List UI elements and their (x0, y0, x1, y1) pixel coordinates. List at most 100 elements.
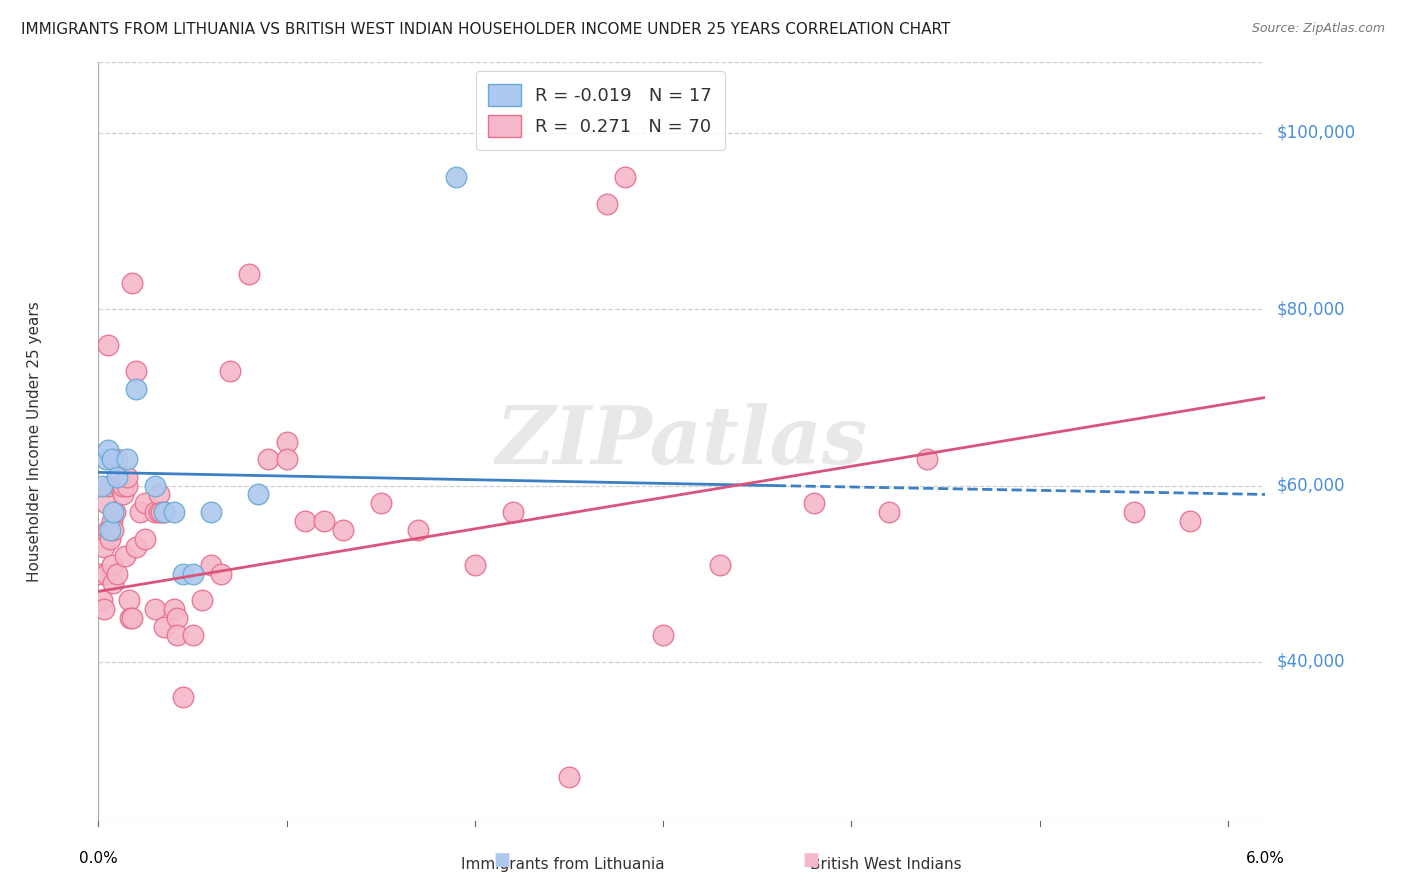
Point (98, 523, 121, 537)
Point (93, 602, 115, 616)
Point (94, 496, 117, 510)
Point (115, 452, 138, 467)
Point (93, 541, 115, 555)
Point (100, 514, 122, 528)
Point (108, 478, 131, 492)
Point (219, 364, 242, 378)
Point (94, 566, 117, 581)
Point (558, 770, 581, 784)
Point (105, 470, 128, 484)
Point (103, 575, 125, 590)
Point (166, 628, 188, 642)
Legend: R = -0.019   N = 17, R =  0.271   N = 70: R = -0.019 N = 17, R = 0.271 N = 70 (475, 71, 724, 150)
Point (408, 523, 430, 537)
Point (614, 169, 637, 184)
Point (98, 532, 121, 546)
Point (143, 505, 166, 519)
Text: $40,000: $40,000 (1277, 653, 1346, 671)
Point (256, 452, 278, 467)
Point (915, 452, 938, 467)
Point (100, 558, 122, 572)
Point (163, 602, 186, 616)
Point (91, 478, 114, 492)
Point (128, 505, 150, 519)
Text: $100,000: $100,000 (1277, 124, 1355, 142)
Text: ■: ■ (803, 851, 820, 869)
Point (105, 452, 128, 467)
Point (370, 496, 392, 510)
Point (163, 505, 186, 519)
Point (97, 523, 120, 537)
Point (172, 690, 194, 705)
Point (166, 611, 188, 625)
Point (111, 487, 134, 501)
Text: IMMIGRANTS FROM LITHUANIA VS BRITISH WEST INDIAN HOUSEHOLDER INCOME UNDER 25 YEA: IMMIGRANTS FROM LITHUANIA VS BRITISH WES… (21, 22, 950, 37)
Point (121, 611, 143, 625)
Point (200, 558, 222, 572)
Point (94, 452, 117, 467)
Point (97, 443, 120, 458)
Point (100, 452, 122, 467)
Text: 6.0%: 6.0% (1246, 851, 1285, 866)
Point (103, 505, 125, 519)
Point (125, 382, 148, 396)
Point (121, 276, 143, 290)
Point (153, 620, 176, 634)
Point (294, 514, 316, 528)
Point (97, 478, 120, 492)
Point (103, 523, 125, 537)
Text: Householder Income Under 25 years: Householder Income Under 25 years (27, 301, 42, 582)
Point (125, 364, 148, 378)
Point (238, 267, 260, 281)
Point (120, 611, 142, 625)
Text: ■: ■ (494, 851, 510, 869)
Point (97, 337, 120, 351)
Point (332, 523, 354, 537)
Point (502, 505, 524, 519)
Point (148, 505, 170, 519)
Point (247, 487, 270, 501)
Point (877, 505, 900, 519)
Point (314, 514, 336, 528)
Point (117, 593, 139, 607)
Point (1122, 505, 1144, 519)
Point (111, 478, 134, 492)
Point (134, 532, 156, 546)
Point (191, 593, 214, 607)
Point (114, 549, 136, 563)
Point (652, 628, 675, 642)
Point (143, 478, 166, 492)
Point (276, 434, 298, 449)
Point (115, 478, 138, 492)
Point (803, 496, 825, 510)
Point (595, 196, 617, 211)
Point (91, 593, 114, 607)
Text: 0.0%: 0.0% (79, 851, 118, 866)
Point (115, 470, 138, 484)
Text: $60,000: $60,000 (1277, 476, 1346, 495)
Point (89, 566, 111, 581)
Text: Immigrants from Lithuania: Immigrants from Lithuania (461, 857, 664, 872)
Point (104, 505, 127, 519)
Point (134, 496, 156, 510)
Point (276, 452, 298, 467)
Text: Source: ZipAtlas.com: Source: ZipAtlas.com (1251, 22, 1385, 36)
Point (172, 566, 194, 581)
Point (125, 541, 148, 555)
Point (143, 602, 166, 616)
Point (153, 505, 176, 519)
Point (1178, 514, 1201, 528)
Point (200, 505, 222, 519)
Text: ZIPatlas: ZIPatlas (496, 403, 868, 480)
Point (464, 558, 486, 572)
Point (181, 566, 204, 581)
Point (110, 478, 132, 492)
Point (105, 566, 128, 581)
Point (148, 487, 170, 501)
Text: British West Indians: British West Indians (810, 857, 962, 872)
Point (444, 169, 467, 184)
Point (153, 505, 176, 519)
Text: $80,000: $80,000 (1277, 301, 1346, 318)
Point (709, 558, 731, 572)
Point (149, 505, 172, 519)
